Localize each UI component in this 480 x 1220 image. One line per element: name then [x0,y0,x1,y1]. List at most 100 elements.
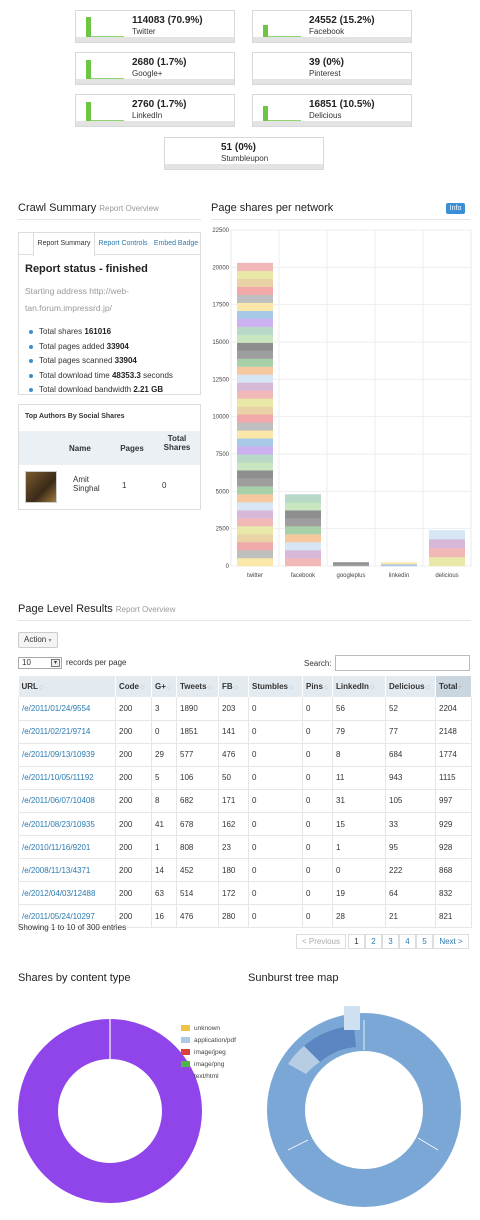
page-5-button[interactable]: 5 [416,934,433,949]
bar-twitter-segment[interactable] [237,518,273,527]
bar-twitter-segment[interactable] [237,534,273,543]
bar-twitter-segment[interactable] [237,494,273,503]
results-subtitle[interactable]: Report Overview [115,605,176,614]
legend-item[interactable]: text/html [181,1072,236,1082]
tab-report-summary[interactable]: Report Summary [33,233,95,256]
bar-facebook-segment[interactable] [285,518,321,527]
bar-linkedin-segment[interactable] [381,564,417,567]
bar-twitter-segment[interactable] [237,366,273,375]
bar-twitter-segment[interactable] [237,350,273,359]
bar-twitter-segment[interactable] [237,526,273,535]
bar-facebook-segment[interactable] [285,542,321,551]
bar-facebook-segment[interactable] [285,526,321,535]
bar-twitter-segment[interactable] [237,422,273,431]
bar-delicious-segment[interactable] [429,530,465,540]
page-url-link[interactable]: /e/2011/06/07/10408 [22,796,95,806]
page-url-link[interactable]: /e/2011/09/13/10939 [22,750,95,760]
legend-item[interactable]: image/jpeg [181,1048,236,1058]
previous-button[interactable]: < Previous [296,934,346,949]
page-2-button[interactable]: 2 [365,934,382,949]
action-button[interactable]: Action ▾ [18,632,58,648]
bar-twitter-segment[interactable] [237,414,273,423]
bar-linkedin-segment[interactable] [381,562,417,565]
bar-delicious-segment[interactable] [429,557,465,567]
bar-twitter-segment[interactable] [237,438,273,447]
bar-twitter-segment[interactable] [237,262,273,272]
sunburst-segment[interactable] [288,1046,320,1074]
page-url-link[interactable]: /e/2011/02/21/9714 [22,727,91,737]
page-url-link[interactable]: /e/2011/08/23/10935 [22,819,95,829]
page-url-link[interactable]: /e/2011/10/05/11192 [22,773,94,783]
page-url-link[interactable]: /e/2012/04/03/12488 [22,888,96,898]
legend-item[interactable]: application/pdf [181,1036,236,1046]
donut-slice-text-html[interactable] [18,1019,202,1203]
page-url-link[interactable]: /e/2011/01/24/9554 [22,703,91,713]
bar-twitter-segment[interactable] [237,294,273,303]
bar-twitter-segment[interactable] [237,398,273,407]
col-linkedin[interactable]: LinkedIn◇ [332,676,386,697]
bar-twitter-segment[interactable] [237,550,273,559]
legend-item[interactable]: unknown [181,1024,236,1034]
bar-facebook-segment[interactable] [285,550,321,559]
bar-twitter-segment[interactable] [237,390,273,399]
bar-facebook-segment[interactable] [285,510,321,519]
col-total[interactable]: Total▾ [435,676,472,697]
page-url-link[interactable]: /e/2010/11/16/9201 [22,842,91,852]
bar-twitter-segment[interactable] [237,310,273,319]
bar-twitter-segment[interactable] [237,478,273,487]
legend-item[interactable]: image/png [181,1060,236,1070]
page-url-link[interactable]: /e/2008/11/13/4371 [22,865,91,875]
tab-report-controls[interactable]: Report Controls [98,240,148,247]
bar-twitter-segment[interactable] [237,270,273,280]
col-url[interactable]: URL◇ [18,676,116,697]
col-delicious[interactable]: Delicious◇ [385,676,436,697]
next-button[interactable]: Next > [433,934,469,949]
bar-twitter-segment[interactable] [237,318,273,327]
page-3-button[interactable]: 3 [382,934,399,949]
bar-twitter-segment[interactable] [237,446,273,455]
bar-twitter-segment[interactable] [237,334,273,343]
sunburst-segment[interactable] [304,1026,356,1062]
col-code[interactable]: Code◇ [115,676,152,697]
bar-twitter-segment[interactable] [237,430,273,439]
bar-twitter-segment[interactable] [237,454,273,463]
search-input[interactable] [335,655,470,671]
col-stumbles[interactable]: Stumbles◇ [248,676,303,697]
bar-twitter-segment[interactable] [237,462,273,471]
bar-twitter-segment[interactable] [237,558,273,567]
page-url-link[interactable]: /e/2011/05/24/10297 [22,911,95,921]
col-gplus[interactable]: G+◇ [151,676,177,697]
bar-twitter-segment[interactable] [237,358,273,367]
col-pins[interactable]: Pins◇ [302,676,333,697]
bar-twitter-segment[interactable] [237,486,273,495]
bar-twitter-segment[interactable] [237,382,273,391]
bar-twitter-segment[interactable] [237,470,273,479]
tab-embed-badge[interactable]: Embed Badge [153,240,199,247]
page-1-button[interactable]: 1 [348,934,365,949]
bar-twitter-segment[interactable] [237,502,273,511]
bar-twitter-segment[interactable] [237,302,273,311]
crawl-summary-subtitle[interactable]: Report Overview [99,204,159,213]
bar-twitter-segment[interactable] [237,374,273,383]
bar-facebook-segment[interactable] [285,558,321,567]
col-tweets[interactable]: Tweets◇ [176,676,219,697]
bar-twitter-segment[interactable] [237,510,273,519]
bar-twitter-segment[interactable] [237,542,273,551]
records-per-page-select[interactable]: 10 ▾ [18,657,62,669]
page-4-button[interactable]: 4 [399,934,416,949]
bar-googleplus-segment[interactable] [333,564,369,567]
bar-facebook-segment[interactable] [285,534,321,543]
bar-twitter-segment[interactable] [237,286,273,295]
bar-twitter-segment[interactable] [237,342,273,351]
bar-facebook-segment[interactable] [285,494,321,503]
bar-twitter-segment[interactable] [237,278,273,287]
bar-delicious-segment[interactable] [429,539,465,549]
bar-googleplus-segment[interactable] [333,562,369,565]
info-badge[interactable]: Info [446,203,465,214]
bar-twitter-segment[interactable] [237,406,273,415]
bar-twitter-segment[interactable] [237,326,273,335]
bar-delicious-segment[interactable] [429,548,465,558]
col-fb[interactable]: FB◇ [218,676,249,697]
sunburst-segment[interactable] [344,1006,360,1030]
bar-facebook-segment[interactable] [285,502,321,511]
